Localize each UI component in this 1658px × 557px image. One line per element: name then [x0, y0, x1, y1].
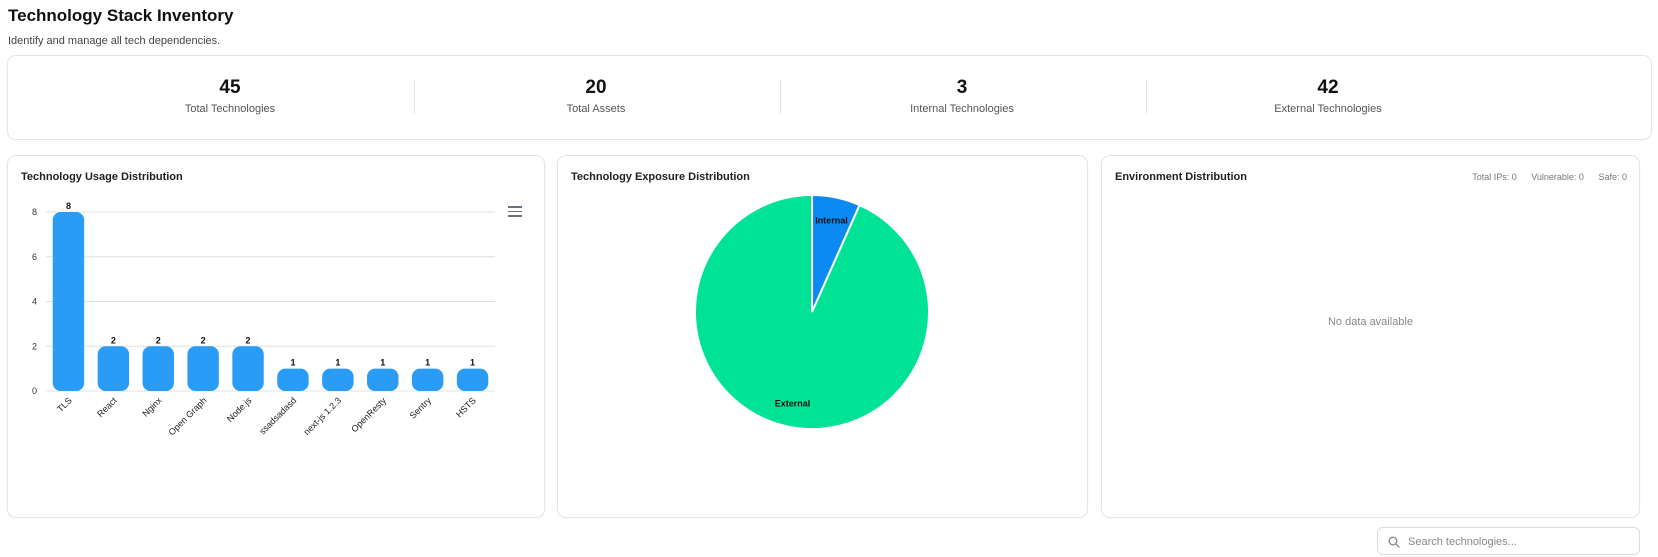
- x-tick-label: Nginx: [140, 395, 164, 419]
- y-tick-label: 6: [32, 252, 37, 262]
- exposure-chart-card: Technology Exposure Distribution Interna…: [557, 155, 1088, 518]
- stat-value: 3: [956, 77, 968, 98]
- stat-value: 42: [1317, 77, 1339, 98]
- data-label: 1: [380, 358, 385, 368]
- data-label: 2: [156, 335, 161, 345]
- page-subtitle: Identify and manage all tech dependencie…: [8, 35, 221, 47]
- x-tick-label: ssadsadasd: [257, 395, 298, 436]
- search-icon: [1388, 536, 1400, 548]
- data-label: 1: [290, 358, 295, 368]
- bar: [187, 346, 219, 391]
- divider: [414, 80, 415, 114]
- usage-chart-card: Technology Usage Distribution 0 2 4 6 8 8 TLS 2…: [7, 155, 545, 518]
- stat-label: Internal Technologies: [910, 103, 1014, 115]
- bar: [52, 212, 85, 391]
- x-tick-label: Open Graph: [166, 395, 208, 437]
- pie-label: Internal: [815, 215, 848, 225]
- x-tick-label: Node.js: [225, 395, 254, 424]
- bar: [97, 346, 130, 391]
- environment-title: Environment Distribution: [1115, 171, 1247, 183]
- pie-label: External: [775, 399, 811, 409]
- bar: [367, 368, 399, 391]
- stat-total-technologies: 45 Total Technologies: [50, 76, 410, 115]
- usage-chart-title: Technology Usage Distribution: [21, 171, 183, 183]
- bar: [411, 368, 444, 391]
- environment-card: Environment Distribution Total IPs: 0 Vu…: [1101, 155, 1640, 518]
- page-title: Technology Stack Inventory: [8, 6, 234, 25]
- x-tick-label: Sentry: [408, 395, 434, 421]
- data-label: 1: [425, 358, 430, 368]
- stat-total-assets: 20 Total Assets: [416, 76, 776, 115]
- search-input[interactable]: [1406, 531, 1635, 553]
- hamburger-menu-icon[interactable]: [508, 206, 522, 217]
- bar: [322, 368, 354, 391]
- total-ips-stat: Total IPs: 0: [1472, 172, 1517, 182]
- environment-stats: Total IPs: 0 Vulnerable: 0 Safe: 0: [1460, 172, 1627, 182]
- stat-label: Total Assets: [566, 103, 626, 115]
- y-tick-label: 0: [32, 386, 37, 396]
- data-label: 2: [111, 335, 116, 345]
- y-tick-label: 4: [32, 297, 37, 307]
- usage-bar-chart: 0 2 4 6 8 8 TLS 2 React 2 Nginx 2 Open Graph 2 Node.js…: [32, 201, 495, 437]
- x-tick-label: OpenResty: [349, 395, 388, 434]
- data-label: 2: [201, 335, 206, 345]
- data-label: 2: [246, 335, 251, 345]
- data-label: 1: [335, 358, 340, 368]
- bar: [277, 368, 309, 391]
- search-box[interactable]: [1377, 527, 1640, 555]
- vulnerable-stat: Vulnerable: 0: [1531, 172, 1584, 182]
- x-tick-label: next-js 1.2.3: [302, 395, 344, 437]
- data-label: 1: [470, 358, 475, 368]
- no-data-message: No data available: [1327, 316, 1413, 328]
- stat-value: 45: [219, 77, 241, 98]
- data-label: 8: [66, 201, 71, 211]
- x-tick-label: React: [95, 395, 119, 419]
- x-tick-label: TLS: [55, 395, 74, 414]
- y-tick-label: 2: [32, 341, 37, 351]
- pie-slice-external: [694, 193, 930, 430]
- stat-internal-technologies: 3 Internal Technologies: [782, 76, 1142, 115]
- divider: [1146, 80, 1147, 114]
- bar: [232, 346, 264, 391]
- stat-external-technologies: 42 External Technologies: [1148, 76, 1508, 115]
- x-tick-label: HSTS: [454, 395, 478, 419]
- bar: [456, 368, 489, 391]
- stat-value: 20: [585, 77, 607, 98]
- divider: [780, 80, 781, 114]
- stats-summary-card: 45 Total Technologies 20 Total Assets 3 …: [7, 55, 1652, 140]
- bar: [142, 346, 174, 391]
- y-tick-label: 8: [32, 207, 37, 217]
- safe-stat: Safe: 0: [1598, 172, 1627, 182]
- stat-label: Total Technologies: [184, 103, 276, 115]
- stat-label: External Technologies: [1274, 103, 1382, 115]
- exposure-chart-title: Technology Exposure Distribution: [571, 171, 750, 183]
- exposure-pie-chart: Internal External: [694, 193, 930, 430]
